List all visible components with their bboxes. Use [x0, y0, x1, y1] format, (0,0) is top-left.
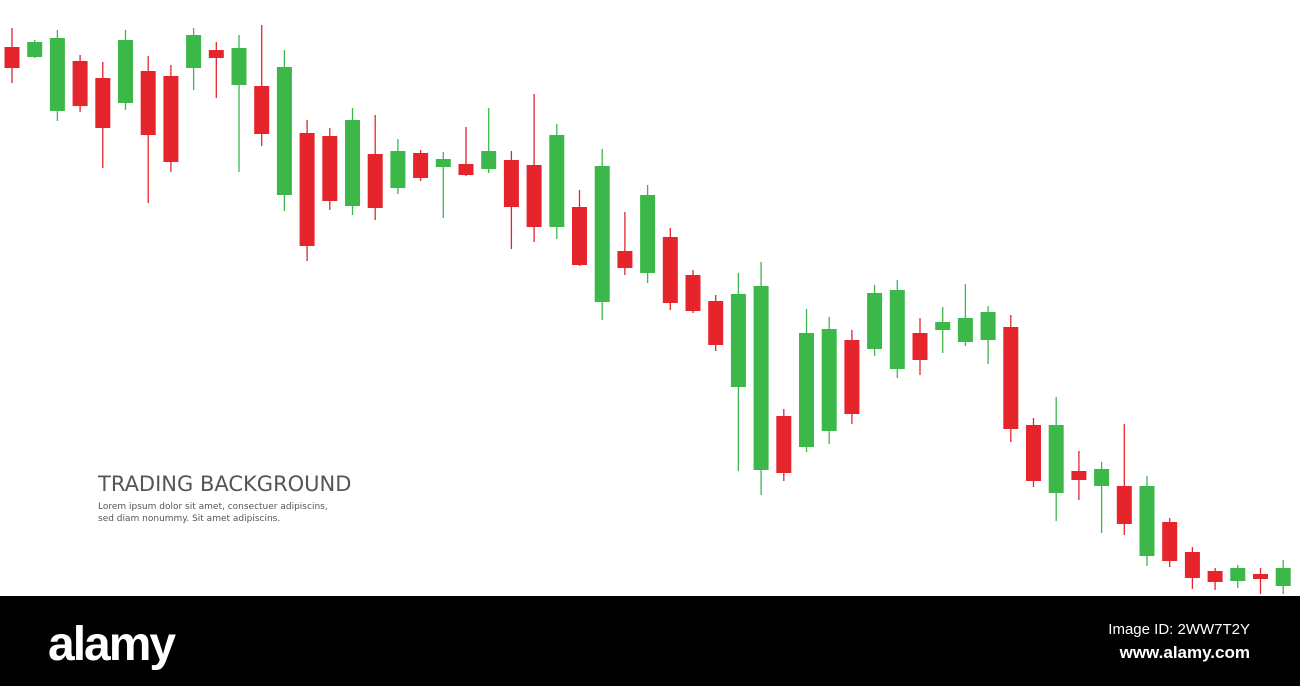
candle-body — [799, 333, 814, 447]
candle-body — [617, 251, 633, 268]
candle-body — [572, 207, 587, 265]
candle-body — [1184, 552, 1200, 578]
watermark-url: www.alamy.com — [1119, 643, 1250, 662]
candle-body — [72, 61, 88, 106]
candle-body — [912, 333, 928, 360]
candle-body — [254, 86, 270, 134]
candle-body — [1116, 486, 1132, 524]
candle-body — [435, 159, 451, 167]
candle-body — [1230, 568, 1246, 581]
candle-body — [322, 136, 338, 201]
chart-title: TRADING BACKGROUND — [97, 472, 351, 496]
candle-body — [776, 416, 792, 473]
candle-body — [821, 329, 837, 431]
candle-body — [1048, 425, 1064, 493]
candle-body — [867, 293, 883, 349]
candle-body — [276, 67, 292, 195]
candle-body — [753, 286, 769, 470]
candle-body — [594, 166, 610, 302]
candle-body — [1094, 469, 1110, 486]
candle-body — [957, 318, 973, 342]
candle-body — [367, 154, 383, 208]
candle-body — [1026, 425, 1041, 481]
candle-body — [549, 135, 565, 227]
candle-body — [844, 340, 860, 414]
candle-body — [481, 151, 497, 169]
candle-body — [526, 165, 542, 227]
watermark-id: Image ID: 2WW7T2Y — [1108, 621, 1250, 638]
candle-body — [889, 290, 905, 369]
candle-body — [503, 160, 519, 207]
candle-body — [140, 71, 156, 135]
candle-body — [685, 275, 701, 311]
candle-body — [186, 35, 202, 68]
candle-body — [231, 48, 247, 85]
candle-body — [640, 195, 656, 273]
candle-body — [1162, 522, 1178, 561]
candle-body — [163, 76, 179, 162]
watermark-bar — [0, 596, 1300, 686]
candle-body — [1275, 568, 1291, 586]
candle-body — [1071, 471, 1087, 480]
candle-body — [49, 38, 65, 111]
candle-body — [413, 153, 429, 178]
candle-body — [118, 40, 133, 103]
candle-body — [95, 78, 111, 128]
candle-body — [1003, 327, 1019, 429]
candle-body — [299, 133, 315, 246]
candle-body — [662, 237, 678, 303]
subtitle-line: Lorem ipsum dolor sit amet, consectuer a… — [98, 502, 328, 512]
candle-body — [708, 301, 724, 345]
candle-body — [27, 42, 43, 57]
candle-body — [1253, 574, 1268, 579]
candle-body — [4, 47, 20, 68]
candle-body — [980, 312, 996, 340]
subtitle-line: sed diam nonummy. Sit amet adipiscins. — [98, 514, 280, 524]
candle-body — [390, 151, 406, 188]
candle-body — [208, 50, 224, 58]
candle-body — [730, 294, 746, 387]
candle-body — [935, 322, 951, 330]
watermark-brand: alamy — [48, 618, 176, 671]
candle-body — [1139, 486, 1155, 556]
candle-body — [1207, 571, 1223, 582]
candle-body — [458, 164, 474, 175]
candle-body — [345, 120, 360, 206]
